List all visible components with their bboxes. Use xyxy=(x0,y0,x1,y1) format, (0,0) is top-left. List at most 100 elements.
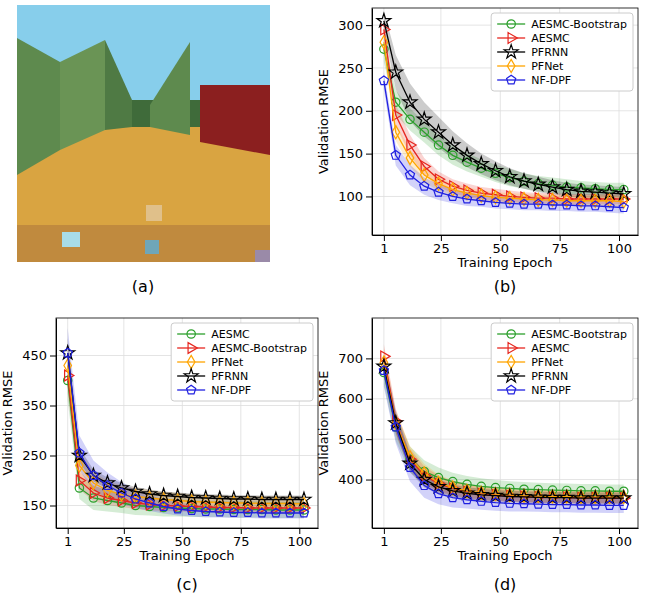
marker xyxy=(145,498,154,507)
tick-label: 250 xyxy=(338,61,363,76)
marker xyxy=(405,170,414,179)
marker xyxy=(117,488,126,497)
marker xyxy=(131,494,140,503)
marker xyxy=(61,346,75,359)
marker xyxy=(474,488,488,501)
marker xyxy=(489,488,503,501)
legend-box xyxy=(171,323,313,401)
image-shape xyxy=(200,85,270,155)
legend-label: PFRNN xyxy=(211,370,248,383)
legend-label: NF-DPF xyxy=(531,74,571,87)
marker xyxy=(271,508,280,517)
marker xyxy=(491,498,500,507)
tick-mark xyxy=(50,506,56,507)
marker xyxy=(548,500,557,509)
y-axis: 150250350450 xyxy=(22,319,56,529)
marker xyxy=(462,194,471,203)
tick: 1 xyxy=(64,528,72,549)
tick-mark xyxy=(124,528,125,534)
tick: 300 xyxy=(338,18,372,33)
marker xyxy=(434,187,443,196)
marker xyxy=(531,490,545,503)
legend-box xyxy=(491,323,633,401)
panel-caption: (b) xyxy=(494,277,517,296)
marker xyxy=(449,151,457,159)
legend-marker xyxy=(507,59,515,72)
marker xyxy=(434,489,443,498)
marker xyxy=(548,200,557,209)
plot-frame xyxy=(372,318,638,528)
tick-label: 150 xyxy=(22,498,47,513)
marker xyxy=(517,174,531,187)
marker xyxy=(619,203,628,212)
panel: 1255075100150250350450 xyxy=(22,318,318,549)
tick: 50 xyxy=(175,528,192,549)
legend-line xyxy=(497,375,525,376)
marker xyxy=(257,508,266,517)
tick-mark xyxy=(500,528,501,534)
marker xyxy=(617,491,631,504)
tick-label: 75 xyxy=(552,534,569,549)
tick: 100 xyxy=(287,528,312,549)
legend-label: PFNet xyxy=(531,356,564,369)
tick: 600 xyxy=(338,391,372,406)
marker xyxy=(89,471,98,480)
marker xyxy=(389,65,403,78)
marker xyxy=(299,508,308,517)
tick: 100 xyxy=(338,189,372,204)
tick: 50 xyxy=(492,528,509,549)
tick-mark xyxy=(241,528,242,534)
image-block xyxy=(255,250,270,262)
marker xyxy=(243,508,252,517)
axis-line xyxy=(372,319,373,529)
tick-mark xyxy=(50,356,56,357)
grid xyxy=(56,318,318,528)
legend-marker xyxy=(508,33,517,44)
tick: 700 xyxy=(338,351,372,366)
tick-label: 50 xyxy=(492,241,509,256)
marker xyxy=(90,488,99,499)
marker xyxy=(534,499,543,508)
axis-title: Training Epoch xyxy=(456,548,552,563)
tick-mark xyxy=(366,480,372,481)
marker xyxy=(173,504,182,513)
tick: 25 xyxy=(433,528,450,549)
tick-mark xyxy=(299,528,300,534)
tick-mark xyxy=(366,25,372,26)
tick-label: 75 xyxy=(552,241,569,256)
panel-caption: (a) xyxy=(132,277,154,296)
marker xyxy=(159,502,168,511)
tick: 25 xyxy=(433,235,450,256)
tick-mark xyxy=(366,358,372,359)
legend-marker xyxy=(187,385,196,394)
tick-label: 250 xyxy=(22,448,47,463)
tick-label: 350 xyxy=(22,398,47,413)
image-block xyxy=(145,240,159,254)
marker xyxy=(505,198,514,207)
marker xyxy=(201,507,210,516)
panel-caption: (d) xyxy=(494,575,517,594)
panel-caption: (c) xyxy=(176,575,197,594)
tick: 150 xyxy=(338,146,372,161)
marker xyxy=(477,497,486,506)
marker xyxy=(420,481,429,490)
tick-mark xyxy=(50,406,56,407)
legend-line xyxy=(497,37,525,38)
legend-line xyxy=(497,79,525,80)
tick-mark xyxy=(366,154,372,155)
tick-mark xyxy=(366,399,372,400)
tick-label: 50 xyxy=(492,534,509,549)
tick-mark xyxy=(50,456,56,457)
image-shape xyxy=(150,42,190,135)
tick: 500 xyxy=(338,432,372,447)
tick-label: 400 xyxy=(338,472,363,487)
tick-mark xyxy=(366,111,372,112)
tick-mark xyxy=(384,235,385,241)
marker xyxy=(619,501,628,510)
marker xyxy=(463,186,471,199)
tick-label: 500 xyxy=(338,432,363,447)
legend-marker xyxy=(187,355,195,368)
legend-marker xyxy=(507,75,516,84)
legend-line xyxy=(177,361,205,362)
marker xyxy=(405,463,414,472)
